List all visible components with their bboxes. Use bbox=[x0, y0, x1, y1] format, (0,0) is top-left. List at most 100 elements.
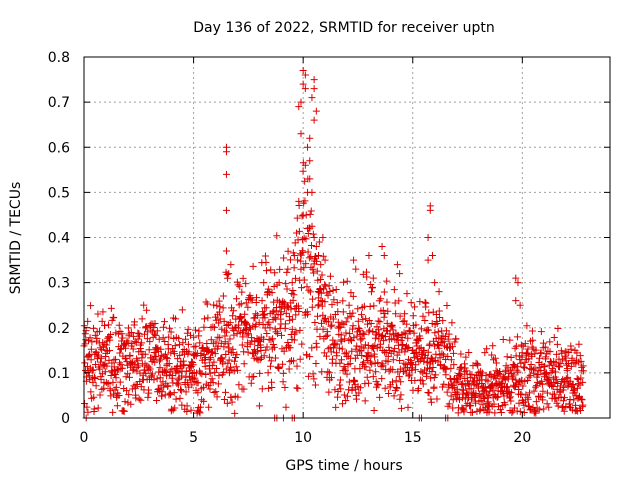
data-point bbox=[376, 340, 384, 348]
data-point bbox=[291, 274, 299, 282]
data-point bbox=[339, 297, 347, 305]
data-point bbox=[438, 350, 446, 358]
data-point bbox=[290, 252, 298, 260]
data-point bbox=[396, 312, 404, 320]
data-point bbox=[410, 353, 418, 361]
data-point bbox=[325, 369, 333, 377]
data-point bbox=[578, 396, 586, 404]
data-point bbox=[449, 396, 457, 404]
data-point bbox=[380, 252, 388, 260]
data-point bbox=[150, 323, 158, 331]
data-point bbox=[561, 378, 569, 386]
y-tick-label: 0.1 bbox=[48, 366, 70, 382]
data-point bbox=[491, 409, 499, 417]
data-point bbox=[98, 385, 106, 393]
data-point bbox=[142, 324, 150, 332]
data-point bbox=[298, 247, 306, 255]
data-point bbox=[390, 392, 398, 400]
data-point bbox=[241, 318, 249, 326]
data-point bbox=[379, 332, 387, 340]
data-point bbox=[550, 333, 558, 341]
data-point bbox=[151, 358, 159, 366]
data-point bbox=[163, 355, 171, 363]
data-point bbox=[249, 262, 257, 270]
data-point bbox=[125, 391, 133, 399]
data-point bbox=[354, 305, 362, 313]
data-point bbox=[107, 371, 115, 379]
data-point bbox=[229, 307, 237, 315]
data-point bbox=[374, 317, 382, 325]
data-point bbox=[225, 270, 233, 278]
data-point bbox=[384, 307, 392, 315]
data-point bbox=[178, 306, 186, 314]
data-point bbox=[236, 282, 244, 290]
data-point bbox=[337, 331, 345, 339]
data-point bbox=[121, 398, 129, 406]
data-point bbox=[174, 381, 182, 389]
data-point bbox=[539, 396, 547, 404]
data-point bbox=[104, 379, 112, 387]
data-point bbox=[393, 261, 401, 269]
data-point bbox=[513, 366, 521, 374]
data-point bbox=[298, 284, 306, 292]
data-point bbox=[306, 210, 314, 218]
data-point bbox=[404, 334, 412, 342]
data-point bbox=[176, 351, 184, 359]
data-point bbox=[239, 274, 247, 282]
data-point bbox=[246, 291, 254, 299]
data-point bbox=[313, 325, 321, 333]
data-point bbox=[208, 362, 216, 370]
data-point bbox=[559, 397, 567, 405]
data-point bbox=[448, 343, 456, 351]
data-point bbox=[94, 351, 102, 359]
data-point bbox=[89, 324, 97, 332]
data-point bbox=[515, 399, 523, 407]
data-point bbox=[159, 334, 167, 342]
data-point bbox=[138, 315, 146, 323]
data-point bbox=[119, 334, 127, 342]
data-point bbox=[362, 315, 370, 323]
data-point bbox=[127, 328, 135, 336]
data-point bbox=[96, 327, 104, 335]
data-point bbox=[430, 383, 438, 391]
data-point bbox=[517, 359, 525, 367]
data-point bbox=[111, 370, 119, 378]
data-point bbox=[516, 408, 524, 416]
data-point bbox=[286, 358, 294, 366]
data-point bbox=[351, 378, 359, 386]
data-point bbox=[579, 378, 587, 386]
data-point bbox=[305, 254, 313, 262]
y-tick-label: 0.4 bbox=[48, 231, 70, 247]
data-point bbox=[190, 333, 198, 341]
data-point bbox=[282, 403, 290, 411]
data-point bbox=[577, 374, 585, 382]
data-point bbox=[85, 351, 93, 359]
x-tick-label: 0 bbox=[80, 430, 89, 446]
data-point bbox=[84, 317, 92, 325]
data-point bbox=[381, 384, 389, 392]
data-point bbox=[357, 311, 365, 319]
data-point bbox=[304, 310, 312, 318]
data-point bbox=[175, 341, 183, 349]
data-point bbox=[367, 352, 375, 360]
data-point bbox=[523, 322, 531, 330]
data-point bbox=[295, 197, 303, 205]
data-point bbox=[424, 348, 432, 356]
data-point bbox=[153, 344, 161, 352]
data-point bbox=[187, 406, 195, 414]
data-point bbox=[279, 360, 287, 368]
data-point bbox=[265, 384, 273, 392]
data-point bbox=[375, 326, 383, 334]
data-point bbox=[509, 360, 517, 368]
data-point bbox=[424, 234, 432, 241]
data-point bbox=[537, 349, 545, 357]
data-point bbox=[216, 334, 224, 342]
data-point bbox=[263, 267, 271, 275]
data-point bbox=[178, 372, 186, 380]
data-point bbox=[453, 385, 461, 393]
data-point bbox=[264, 288, 272, 296]
data-point bbox=[289, 315, 297, 323]
data-point bbox=[457, 373, 465, 381]
data-point bbox=[238, 341, 246, 349]
